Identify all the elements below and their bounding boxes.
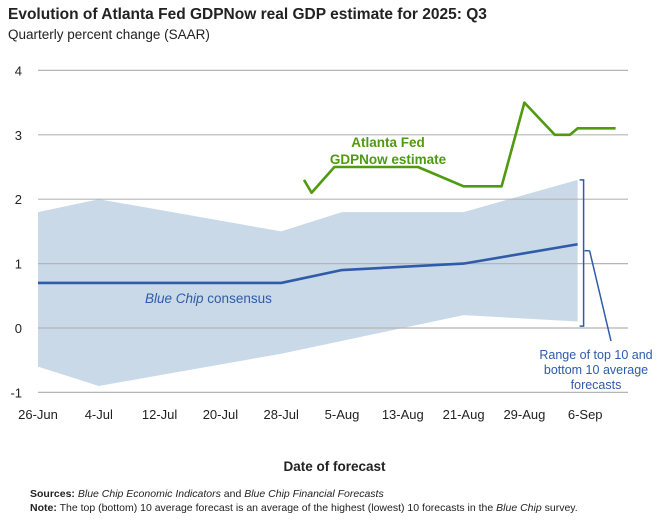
x-tick-label: 4-Jul [85,407,113,422]
range-leader-line [588,250,612,342]
x-tick-label: 26-Jun [18,407,58,422]
x-tick-label: 21-Aug [443,407,485,422]
x-tick-label: 12-Jul [142,407,178,422]
x-tick-label: 28-Jul [263,407,299,422]
bluechip-label-italic: Blue Chip [145,291,204,306]
gdpnow-label: GDPNow estimate [330,152,447,167]
chart-subtitle: Quarterly percent change (SAAR) [8,27,210,42]
bluechip-consensus-line [38,242,578,285]
y-tick-label: 2 [15,192,22,207]
bluechip-label-rest: consensus [204,291,273,306]
x-axis-label: Date of forecast [283,459,386,474]
range-label: bottom 10 average [544,363,648,377]
note-line: Note: The top (bottom) 10 average foreca… [30,502,578,514]
x-tick-label: 29-Aug [503,407,545,422]
gdpnow-label: Atlanta Fed [351,135,425,150]
bluechip-label: Blue Chip consensus [145,291,272,306]
y-tick-label: 4 [15,63,22,78]
x-tick-label: 20-Jul [203,407,239,422]
x-tick-label: 6-Sep [568,407,603,422]
y-tick-label: 3 [15,128,22,143]
range-bracket [579,179,585,327]
sources-line: Sources: Blue Chip Economic Indicators a… [30,488,384,500]
x-tick-label: 5-Aug [325,407,360,422]
y-tick-label: 0 [15,321,22,336]
gdpnow-line [302,101,616,195]
range-label: Range of top 10 and [539,348,652,362]
notes: Sources: Blue Chip Economic Indicators a… [30,487,578,515]
y-tick-label: -1 [10,385,22,400]
x-tick-label: 13-Aug [382,407,424,422]
range-label: forecasts [571,378,622,392]
y-tick-label: 1 [15,257,22,272]
range-band [38,179,578,386]
chart-title: Evolution of Atlanta Fed GDPNow real GDP… [8,6,487,23]
